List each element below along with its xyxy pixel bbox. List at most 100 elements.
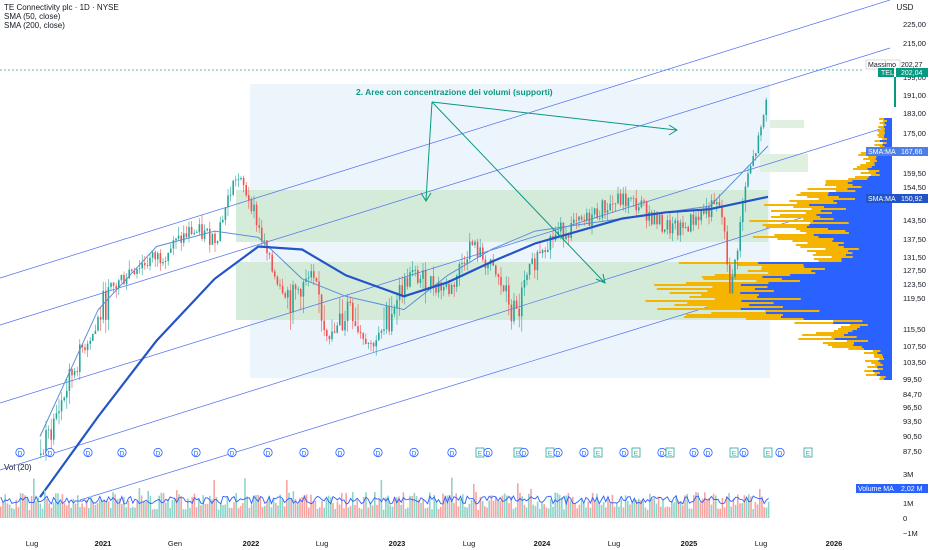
vp-bar-up — [884, 122, 892, 124]
vp-bar-down — [685, 282, 769, 284]
candle-body — [214, 233, 216, 244]
volume-bar — [118, 498, 121, 518]
candle-body — [437, 282, 440, 293]
candle-body — [203, 230, 206, 239]
event-label: E — [806, 451, 811, 458]
volume-bar — [563, 509, 565, 518]
candle-body — [755, 153, 757, 157]
vp-bar-down — [793, 206, 824, 208]
symbol-title[interactable]: TE Connectivity plc · 1D · NYSE — [4, 3, 119, 12]
candle-body — [175, 238, 177, 241]
volume-bar — [46, 498, 48, 518]
candle-body — [435, 287, 437, 293]
volume-bar — [209, 495, 211, 518]
volume-bar — [259, 497, 262, 518]
volume-bar — [281, 499, 284, 518]
volume-bar — [151, 509, 154, 518]
event-label: D — [18, 451, 23, 458]
candle-body — [409, 272, 411, 287]
vp-bar-down — [714, 274, 791, 276]
vp-bar-down — [822, 342, 854, 344]
candle-body — [687, 227, 689, 232]
price-tick: 90,50 — [903, 432, 922, 441]
vp-bar-up — [833, 200, 892, 202]
volume-bar — [72, 498, 75, 518]
volume-bar — [286, 480, 288, 518]
volume-bar — [349, 505, 352, 518]
volume-bar — [512, 508, 515, 518]
volume-bar — [244, 478, 246, 518]
volume-bar — [310, 494, 312, 518]
dividend-marker — [299, 447, 309, 458]
volume-bar — [217, 509, 220, 518]
candle-body — [604, 200, 606, 213]
vp-bar-down — [879, 118, 885, 120]
candle-body — [378, 332, 380, 341]
vp-bar-down — [874, 356, 883, 358]
volume-legend[interactable]: Vol (20) — [4, 463, 32, 472]
volume-bar — [158, 495, 160, 518]
event-label: D — [692, 451, 697, 458]
volume-bar — [44, 490, 46, 518]
volume-bar — [11, 507, 13, 518]
candle-body — [180, 235, 182, 243]
vp-bar-down — [656, 288, 755, 290]
vp-bar-up — [816, 214, 892, 216]
price-tick: 199,00 — [903, 73, 926, 82]
volume-bar — [686, 493, 688, 518]
candle-body — [281, 285, 284, 294]
vp-bar-up — [757, 296, 892, 298]
volume-bar — [338, 504, 341, 518]
vp-bar-up — [782, 306, 892, 308]
sma50-legend[interactable]: SMA (50, close) — [4, 12, 61, 21]
event-label: D — [660, 451, 665, 458]
vp-bar-up — [879, 174, 892, 176]
vp-bar-down — [796, 202, 837, 204]
volume-bar — [132, 506, 134, 518]
candle-body — [105, 290, 107, 320]
vp-bar-up — [863, 348, 892, 350]
volume-bar — [455, 493, 457, 518]
volume-bar — [2, 502, 4, 518]
volume-bar — [235, 493, 237, 518]
sma200-legend[interactable]: SMA (200, close) — [4, 21, 65, 30]
volume-bar — [554, 492, 556, 518]
volume-bar — [224, 504, 226, 518]
vp-bar-up — [845, 254, 892, 256]
price-tick: 215,00 — [903, 39, 926, 48]
volume-bar — [616, 502, 618, 518]
vp-bar-down — [849, 324, 868, 326]
candle-body — [424, 270, 427, 291]
price-tick: 84,70 — [903, 390, 922, 399]
event-label: D — [266, 451, 271, 458]
volume-bar — [451, 477, 453, 518]
vp-bar-up — [749, 304, 892, 306]
vp-bar-down — [777, 238, 834, 240]
volume-bar — [710, 504, 713, 518]
candle-body — [253, 204, 255, 212]
volume-bar — [123, 497, 125, 518]
volume-bar — [737, 494, 739, 518]
candle-body — [336, 325, 338, 333]
vp-bar-down — [856, 166, 872, 168]
candle-body — [666, 220, 669, 230]
vp-bar-down — [800, 246, 844, 248]
volume-bar — [114, 494, 116, 518]
volume-bar — [323, 507, 325, 518]
vp-bar-down — [838, 328, 858, 330]
candle-body — [557, 231, 559, 235]
volume-bar — [301, 497, 303, 518]
event-label: E — [548, 451, 553, 458]
volume-bar — [268, 495, 270, 518]
volume-bar — [193, 493, 196, 518]
vp-bar-up — [853, 342, 892, 344]
volume-bar — [668, 507, 671, 518]
vp-bar-up — [836, 202, 892, 204]
candle-body — [50, 429, 52, 440]
candle-body — [445, 284, 448, 287]
vp-bar-down — [807, 250, 849, 252]
volume-bar — [565, 495, 567, 518]
candle-body — [352, 302, 354, 322]
